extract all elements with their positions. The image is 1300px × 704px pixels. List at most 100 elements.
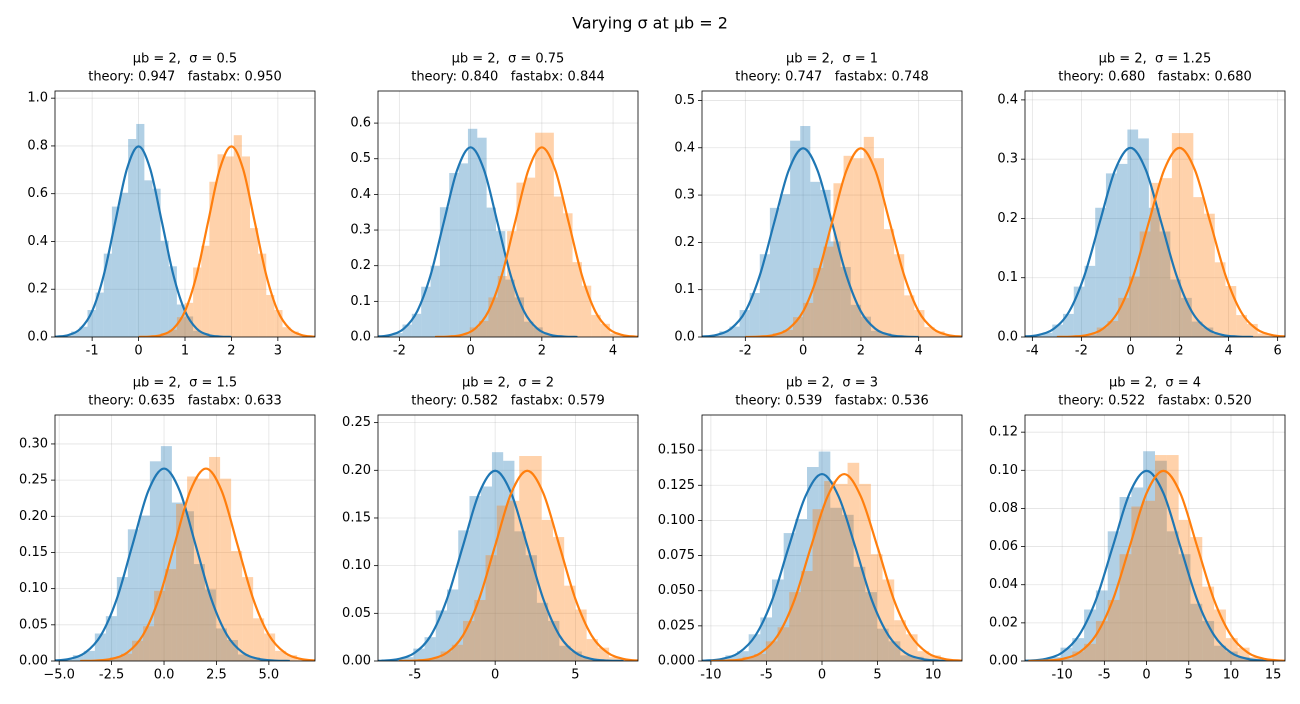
histogram-bar xyxy=(1074,287,1085,337)
subplot-title: μb = 2, σ = 3 xyxy=(786,376,878,391)
x-tick-label: -2.5 xyxy=(99,668,124,683)
y-tick-label: 0.20 xyxy=(342,463,371,478)
y-tick-label: 0.06 xyxy=(989,539,1018,554)
histogram-bar xyxy=(128,139,136,337)
figure-title: Varying σ at μb = 2 xyxy=(572,14,728,33)
y-tick-label: 0.04 xyxy=(989,577,1018,592)
histogram-bar xyxy=(836,484,848,661)
x-tick-label: 10 xyxy=(1223,668,1240,683)
histogram-bar xyxy=(854,158,864,337)
y-tick-label: 0.1 xyxy=(997,270,1018,285)
histogram-bar xyxy=(884,229,894,337)
subplot-title: μb = 2, σ = 4 xyxy=(1109,376,1201,391)
x-tick-label: −5.0 xyxy=(43,668,75,683)
y-tick-label: 0.10 xyxy=(989,463,1018,478)
histogram-bar xyxy=(760,254,770,337)
y-tick-label: 0.100 xyxy=(658,513,695,528)
x-tick-label: 4 xyxy=(1224,344,1232,359)
y-tick-label: 0.2 xyxy=(27,282,48,297)
y-tick-label: 0.050 xyxy=(658,583,695,598)
x-tick-label: -5 xyxy=(1098,668,1111,683)
histogram-bar xyxy=(813,268,823,337)
x-tick-label: 0 xyxy=(799,344,807,359)
histogram-bar xyxy=(226,156,234,337)
histogram-bar xyxy=(431,266,440,337)
subplot-title: μb = 2, σ = 1 xyxy=(786,52,878,67)
histogram-bar xyxy=(161,241,169,337)
x-tick-label: 6 xyxy=(1274,344,1282,359)
x-tick-label: 2.5 xyxy=(206,668,227,683)
histogram-bar xyxy=(1226,286,1237,337)
histogram-bar xyxy=(120,193,128,337)
x-tick-label: -2 xyxy=(393,344,406,359)
y-tick-label: 0.00 xyxy=(989,654,1018,669)
y-tick-label: 0.05 xyxy=(19,617,48,632)
subplot-subtitle: theory: 0.747 fastabx: 0.748 xyxy=(735,70,929,85)
y-tick-label: 0.3 xyxy=(674,188,695,203)
x-tick-label: 5 xyxy=(873,668,881,683)
x-tick-label: 1 xyxy=(181,344,189,359)
y-tick-label: 0.025 xyxy=(658,618,695,633)
histogram-bar xyxy=(242,577,253,661)
histogram-bar xyxy=(1172,133,1183,337)
histogram-bar xyxy=(440,207,449,337)
x-tick-label: 0 xyxy=(1126,344,1134,359)
histogram-bar xyxy=(582,286,591,337)
y-tick-label: 0.20 xyxy=(19,509,48,524)
histogram-bar xyxy=(459,163,468,337)
subplot-title: μb = 2, σ = 2 xyxy=(462,376,554,391)
y-tick-label: 0.00 xyxy=(19,654,48,669)
histogram-bar xyxy=(801,571,813,661)
histogram-bar xyxy=(844,156,854,337)
y-tick-label: 0.150 xyxy=(658,443,695,458)
y-tick-label: 0.0 xyxy=(27,330,48,345)
x-tick-label: 4 xyxy=(915,344,923,359)
histogram-bar xyxy=(201,246,209,337)
histogram-bar xyxy=(848,463,860,661)
histogram-bar xyxy=(1118,298,1129,337)
histogram-bar xyxy=(864,137,874,337)
subplot-subtitle: theory: 0.582 fastabx: 0.579 xyxy=(411,394,605,409)
histogram-bar xyxy=(250,228,258,337)
subplot-subtitle: theory: 0.947 fastabx: 0.950 xyxy=(88,70,282,85)
subplot-subtitle: theory: 0.840 fastabx: 0.844 xyxy=(411,70,605,85)
x-tick-label: -2 xyxy=(739,344,752,359)
histogram-bar xyxy=(209,457,220,661)
y-tick-label: 0.3 xyxy=(997,152,1018,167)
x-tick-label: 0 xyxy=(1142,668,1150,683)
histogram-bar xyxy=(894,620,906,661)
histogram-bar xyxy=(1095,208,1106,337)
subplot-title: μb = 2, σ = 0.75 xyxy=(452,52,565,67)
x-tick-label: 0 xyxy=(134,344,142,359)
y-tick-label: 0.4 xyxy=(350,187,371,202)
x-tick-label: 4 xyxy=(609,344,617,359)
x-tick-label: 3 xyxy=(274,344,282,359)
y-tick-label: 0.4 xyxy=(997,92,1018,107)
y-tick-label: 0.12 xyxy=(989,425,1018,440)
histogram-bar xyxy=(508,501,519,661)
y-tick-label: 0.000 xyxy=(658,654,695,669)
x-tick-label: 15 xyxy=(1265,668,1282,683)
x-tick-label: 5 xyxy=(1185,668,1193,683)
histogram-bar xyxy=(421,287,430,337)
histogram-bar xyxy=(1214,610,1226,661)
subplot-title: μb = 2, σ = 1.25 xyxy=(1099,52,1212,67)
x-tick-label: -1 xyxy=(86,344,99,359)
histogram-bar xyxy=(542,520,553,661)
histogram-bar xyxy=(526,178,535,337)
x-tick-label: -5 xyxy=(408,668,421,683)
x-tick-label: 0.0 xyxy=(154,668,175,683)
x-tick-label: -2 xyxy=(1075,344,1088,359)
y-tick-label: 0.8 xyxy=(27,138,48,153)
y-tick-label: 0.25 xyxy=(19,473,48,488)
x-tick-label: -4 xyxy=(1026,344,1039,359)
x-tick-label: 10 xyxy=(925,668,942,683)
histogram-bar xyxy=(176,504,187,661)
subplot-subtitle: theory: 0.522 fastabx: 0.520 xyxy=(1058,394,1252,409)
y-tick-label: 0.15 xyxy=(19,545,48,560)
y-tick-label: 0.10 xyxy=(342,558,371,573)
histogram-bar xyxy=(789,592,801,661)
subplot-subtitle: theory: 0.635 fastabx: 0.633 xyxy=(88,394,282,409)
y-tick-label: 0.30 xyxy=(19,436,48,451)
